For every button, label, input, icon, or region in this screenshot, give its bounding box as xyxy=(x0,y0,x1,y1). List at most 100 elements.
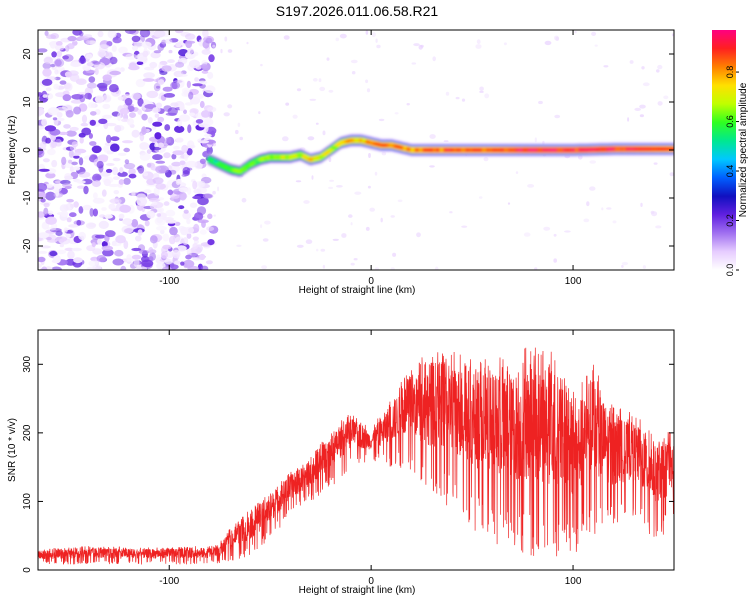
ridge-peak xyxy=(585,148,593,152)
noise-speck xyxy=(479,86,484,92)
noise-blob xyxy=(103,145,110,153)
noise-speck xyxy=(296,88,302,92)
noise-speck xyxy=(663,95,669,100)
noise-blob xyxy=(131,219,139,228)
noise-blob xyxy=(162,244,172,250)
noise-speck xyxy=(606,207,612,210)
ridge-peak xyxy=(339,141,345,145)
noise-blob xyxy=(75,78,87,85)
noise-blob xyxy=(202,193,214,199)
noise-blob xyxy=(167,189,174,196)
noise-blob xyxy=(152,121,163,127)
noise-blob xyxy=(115,235,126,244)
ridge-peak xyxy=(657,147,663,151)
noise-speck xyxy=(515,171,519,174)
noise-blob xyxy=(120,265,127,270)
noise-speck xyxy=(246,41,249,45)
ridge-peak xyxy=(248,163,255,167)
ridge-peak xyxy=(651,147,658,151)
noise-speck xyxy=(671,33,674,37)
noise-blob xyxy=(137,97,144,107)
noise-blob xyxy=(165,112,177,116)
noise-blob xyxy=(55,188,60,197)
noise-blob xyxy=(162,86,173,92)
noise-speck xyxy=(554,114,561,119)
noise-speck xyxy=(534,137,537,143)
y-tick-label: 100 xyxy=(22,493,33,510)
noise-speck xyxy=(311,175,314,180)
noise-blob xyxy=(86,82,97,89)
noise-blob xyxy=(43,56,53,64)
noise-speck xyxy=(479,90,484,93)
noise-blob xyxy=(131,35,141,42)
noise-blob xyxy=(63,124,71,129)
noise-blob xyxy=(202,30,209,38)
noise-blob xyxy=(70,203,75,209)
noise-blob xyxy=(125,53,137,60)
noise-speck xyxy=(503,42,507,46)
noise-speck xyxy=(601,207,604,211)
ridge-peak xyxy=(522,148,528,152)
noise-speck xyxy=(394,112,399,115)
noise-blob xyxy=(102,103,111,110)
noise-speck xyxy=(315,122,319,125)
noise-blob xyxy=(173,145,180,150)
noise-blob xyxy=(70,61,82,68)
noise-speck xyxy=(594,44,598,47)
noise-blob xyxy=(157,116,165,123)
noise-blob xyxy=(98,155,109,163)
noise-blob xyxy=(131,129,140,138)
noise-blob xyxy=(105,168,113,173)
noise-blob xyxy=(126,254,132,262)
noise-blob xyxy=(55,44,65,51)
noise-blob xyxy=(78,56,87,65)
noise-blob xyxy=(47,148,56,156)
noise-blob xyxy=(95,234,106,239)
noise-blob xyxy=(141,266,148,270)
ridge-peak xyxy=(268,155,275,159)
noise-blob xyxy=(157,207,165,213)
noise-speck xyxy=(380,217,383,223)
noise-speck xyxy=(621,264,624,268)
noise-speck xyxy=(591,31,597,36)
noise-blob xyxy=(41,78,53,86)
y-tick-label: -10 xyxy=(22,190,33,205)
noise-blob xyxy=(131,191,136,197)
noise-blob xyxy=(155,165,167,174)
noise-blob xyxy=(99,214,106,218)
noise-blob xyxy=(42,62,52,70)
noise-blob xyxy=(94,67,99,76)
noise-blob xyxy=(107,30,117,39)
ridge-peak xyxy=(273,155,282,159)
noise-blob xyxy=(146,210,156,219)
noise-blob xyxy=(177,118,183,127)
noise-speck xyxy=(374,267,379,270)
noise-blob xyxy=(154,113,160,118)
spectrogram-x-label: Height of straight line (km) xyxy=(299,285,416,296)
noise-blob xyxy=(42,158,50,163)
noise-blob xyxy=(192,180,198,190)
noise-blob xyxy=(184,152,189,162)
noise-blob xyxy=(65,110,74,118)
noise-speck xyxy=(303,200,310,204)
noise-blob xyxy=(98,85,108,92)
noise-blob xyxy=(97,30,104,38)
noise-speck xyxy=(445,91,450,96)
ridge-peak xyxy=(353,138,360,142)
noise-blob xyxy=(84,92,92,100)
y-tick-label: 200 xyxy=(22,424,33,441)
noise-blob xyxy=(109,84,119,93)
noise-speck xyxy=(328,89,334,93)
noise-speck xyxy=(429,134,436,139)
noise-speck xyxy=(212,142,217,147)
noise-blob xyxy=(207,213,213,220)
noise-blob xyxy=(38,182,48,192)
noise-blob xyxy=(119,107,130,115)
ridge-peak xyxy=(528,148,537,152)
noise-blob xyxy=(119,204,132,213)
noise-blob xyxy=(42,68,52,77)
noise-blob xyxy=(51,183,62,193)
ridge-peak xyxy=(227,166,232,170)
ridge-peak xyxy=(564,148,572,152)
noise-blob xyxy=(112,157,121,162)
